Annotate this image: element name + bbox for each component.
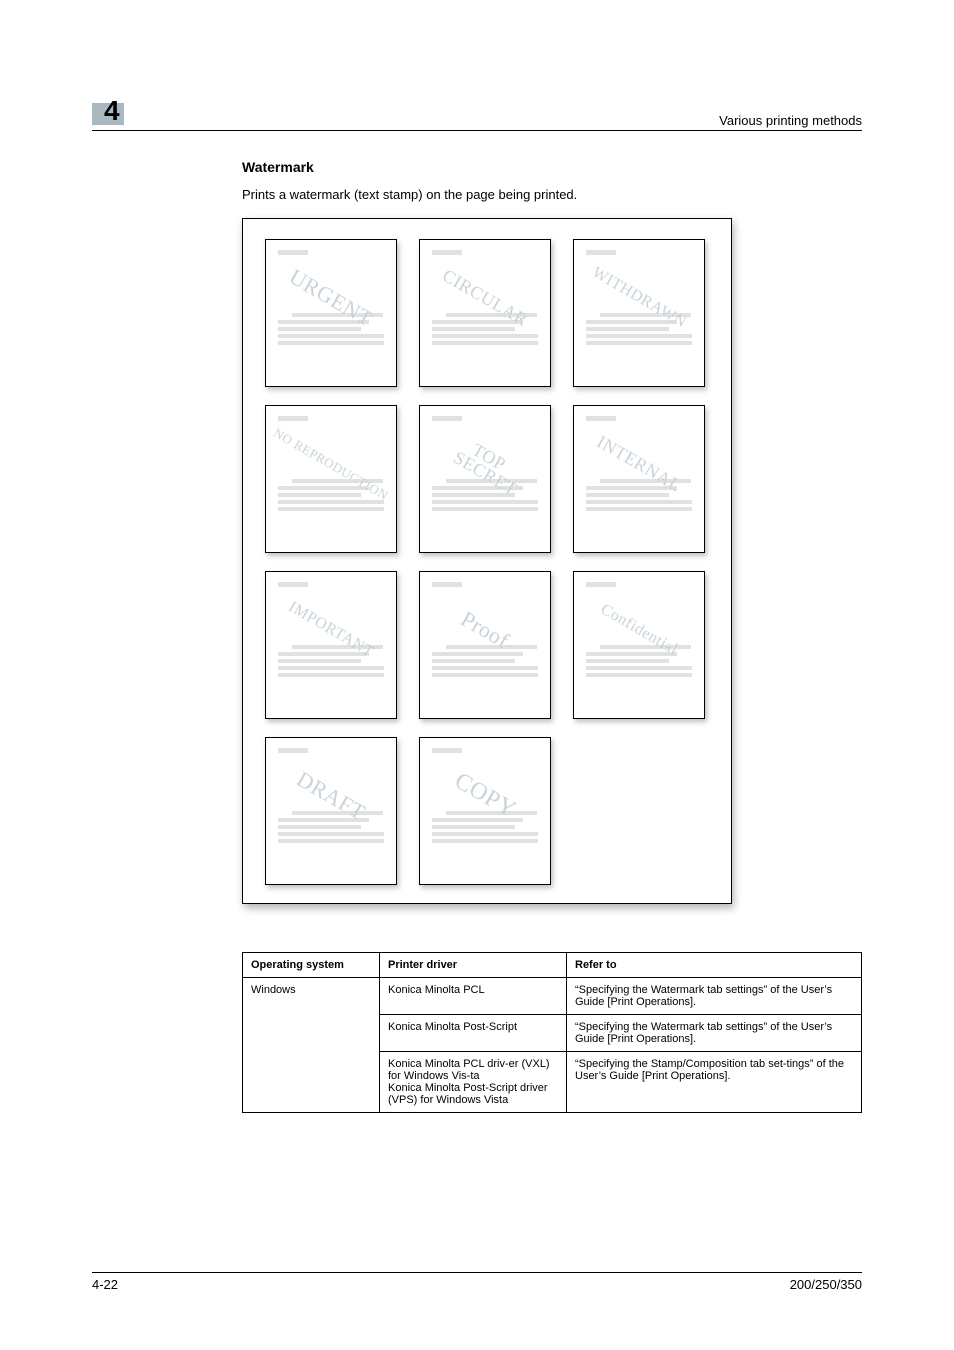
illustration-row: DRAFT COPY [265, 737, 709, 885]
sample-title-bar [278, 748, 308, 753]
sample-title-bar [432, 416, 462, 421]
footer-model: 200/250/350 [790, 1277, 862, 1292]
sample-page: DRAFT [265, 737, 397, 885]
sample-title-bar [586, 250, 616, 255]
table-header-row: Operating system Printer driver Refer to [243, 953, 862, 978]
sample-page: URGENT [265, 239, 397, 387]
table-header-driver: Printer driver [380, 953, 567, 978]
table-cell-os: Windows [243, 978, 380, 1113]
table-header-os: Operating system [243, 953, 380, 978]
section-intro: Prints a watermark (text stamp) on the p… [242, 187, 862, 202]
chapter-number-box: 4 [92, 95, 120, 127]
table-header-refer: Refer to [567, 953, 862, 978]
chapter-number: 4 [104, 95, 120, 127]
sample-title-bar [432, 582, 462, 587]
sample-page: TOP SECRET [419, 405, 551, 553]
sample-body-lines [432, 645, 538, 677]
sample-title-bar [278, 250, 308, 255]
sample-body-lines [278, 811, 384, 843]
illustration-row: IMPORTANT Proof Confidential [265, 571, 709, 719]
sample-title-bar [278, 582, 308, 587]
sample-page: IMPORTANT [265, 571, 397, 719]
sample-title-bar [586, 582, 616, 587]
sample-body-lines [432, 811, 538, 843]
header-right-text: Various printing methods [719, 113, 862, 128]
sample-title-bar [432, 748, 462, 753]
sample-page: COPY [419, 737, 551, 885]
table-cell-driver: Konica Minolta PCL [380, 978, 567, 1015]
table-row: Windows Konica Minolta PCL “Specifying t… [243, 978, 862, 1015]
sample-page: Proof [419, 571, 551, 719]
table-cell-refer: “Specifying the Watermark tab settings” … [567, 1015, 862, 1052]
table-cell-refer: “Specifying the Stamp/Composition tab se… [567, 1052, 862, 1113]
illustration-row: URGENT CIRCULAR WITHDRAWN [265, 239, 709, 387]
table-cell-driver: Konica Minolta PCL driv-er (VXL) for Win… [380, 1052, 567, 1113]
reference-table: Operating system Printer driver Refer to… [242, 952, 862, 1113]
content-area: Watermark Prints a watermark (text stamp… [242, 159, 862, 1113]
table-cell-refer: “Specifying the Watermark tab settings” … [567, 978, 862, 1015]
sample-page: CIRCULAR [419, 239, 551, 387]
sample-page: INTERNAL [573, 405, 705, 553]
section-heading: Watermark [242, 159, 862, 175]
sample-title-bar [432, 250, 462, 255]
page: 4 Various printing methods Watermark Pri… [0, 0, 954, 1350]
sample-title-bar [586, 416, 616, 421]
sample-title-bar [278, 416, 308, 421]
footer-page-number: 4-22 [92, 1277, 118, 1292]
illustration-row: NO REPRODUCTION TOP SECRET INT [265, 405, 709, 553]
page-header: 4 Various printing methods [92, 95, 862, 131]
page-footer: 4-22 200/250/350 [92, 1272, 862, 1292]
sample-page: WITHDRAWN [573, 239, 705, 387]
sample-page: Confidential [573, 571, 705, 719]
table-cell-driver: Konica Minolta Post-Script [380, 1015, 567, 1052]
illustration-frame: URGENT CIRCULAR WITHDRAWN [242, 218, 732, 904]
sample-page: NO REPRODUCTION [265, 405, 397, 553]
